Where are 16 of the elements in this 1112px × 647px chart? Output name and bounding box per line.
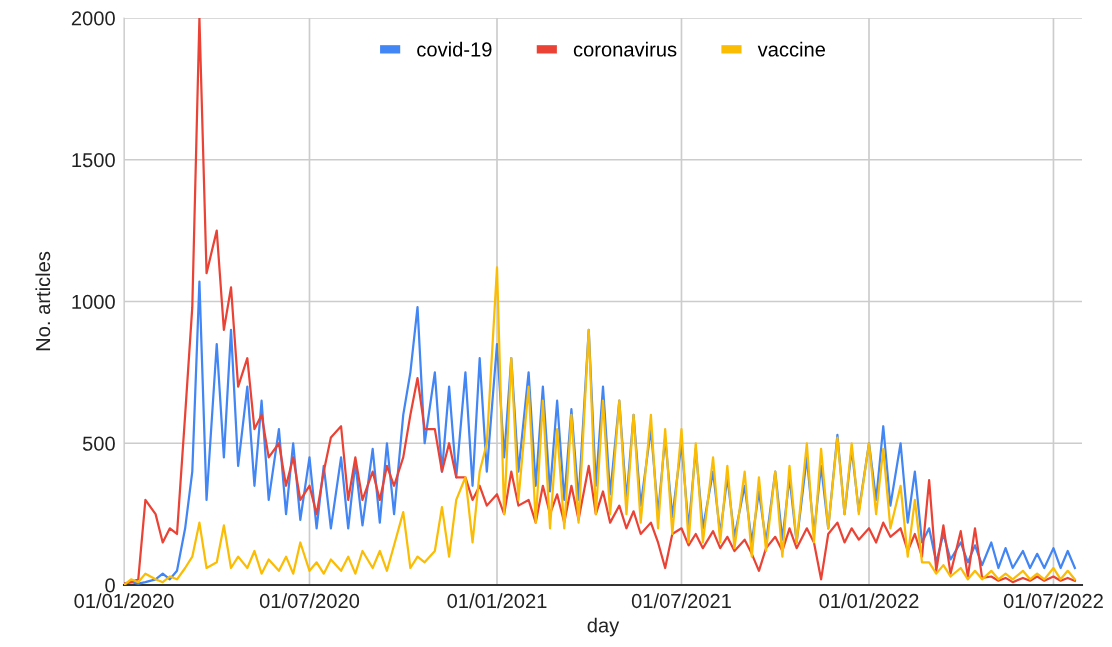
y-tick-label: 500: [82, 436, 115, 451]
y-tick-label: 0: [105, 578, 115, 593]
legend-label: vaccine: [757, 41, 826, 57]
legend-label: covid-19: [417, 41, 492, 57]
y-axis-title: No. articles: [35, 251, 51, 351]
x-tick-label: 01/01/2020: [74, 593, 174, 609]
y-tick-label: 1000: [72, 294, 115, 309]
x-tick-label: 01/07/2021: [631, 593, 731, 609]
x-axis-title: day: [587, 617, 620, 637]
y-tick-label: 2000: [71, 11, 115, 26]
x-tick-label: 01/01/2021: [447, 593, 547, 609]
y-tick-label: 1500: [72, 152, 115, 168]
x-tick-label: 01/07/2020: [259, 593, 360, 609]
legend-label: coronavirus: [573, 41, 677, 57]
x-tick-label: 01/01/2022: [819, 593, 919, 609]
x-tick-label: 01/07/2022: [1003, 593, 1103, 609]
